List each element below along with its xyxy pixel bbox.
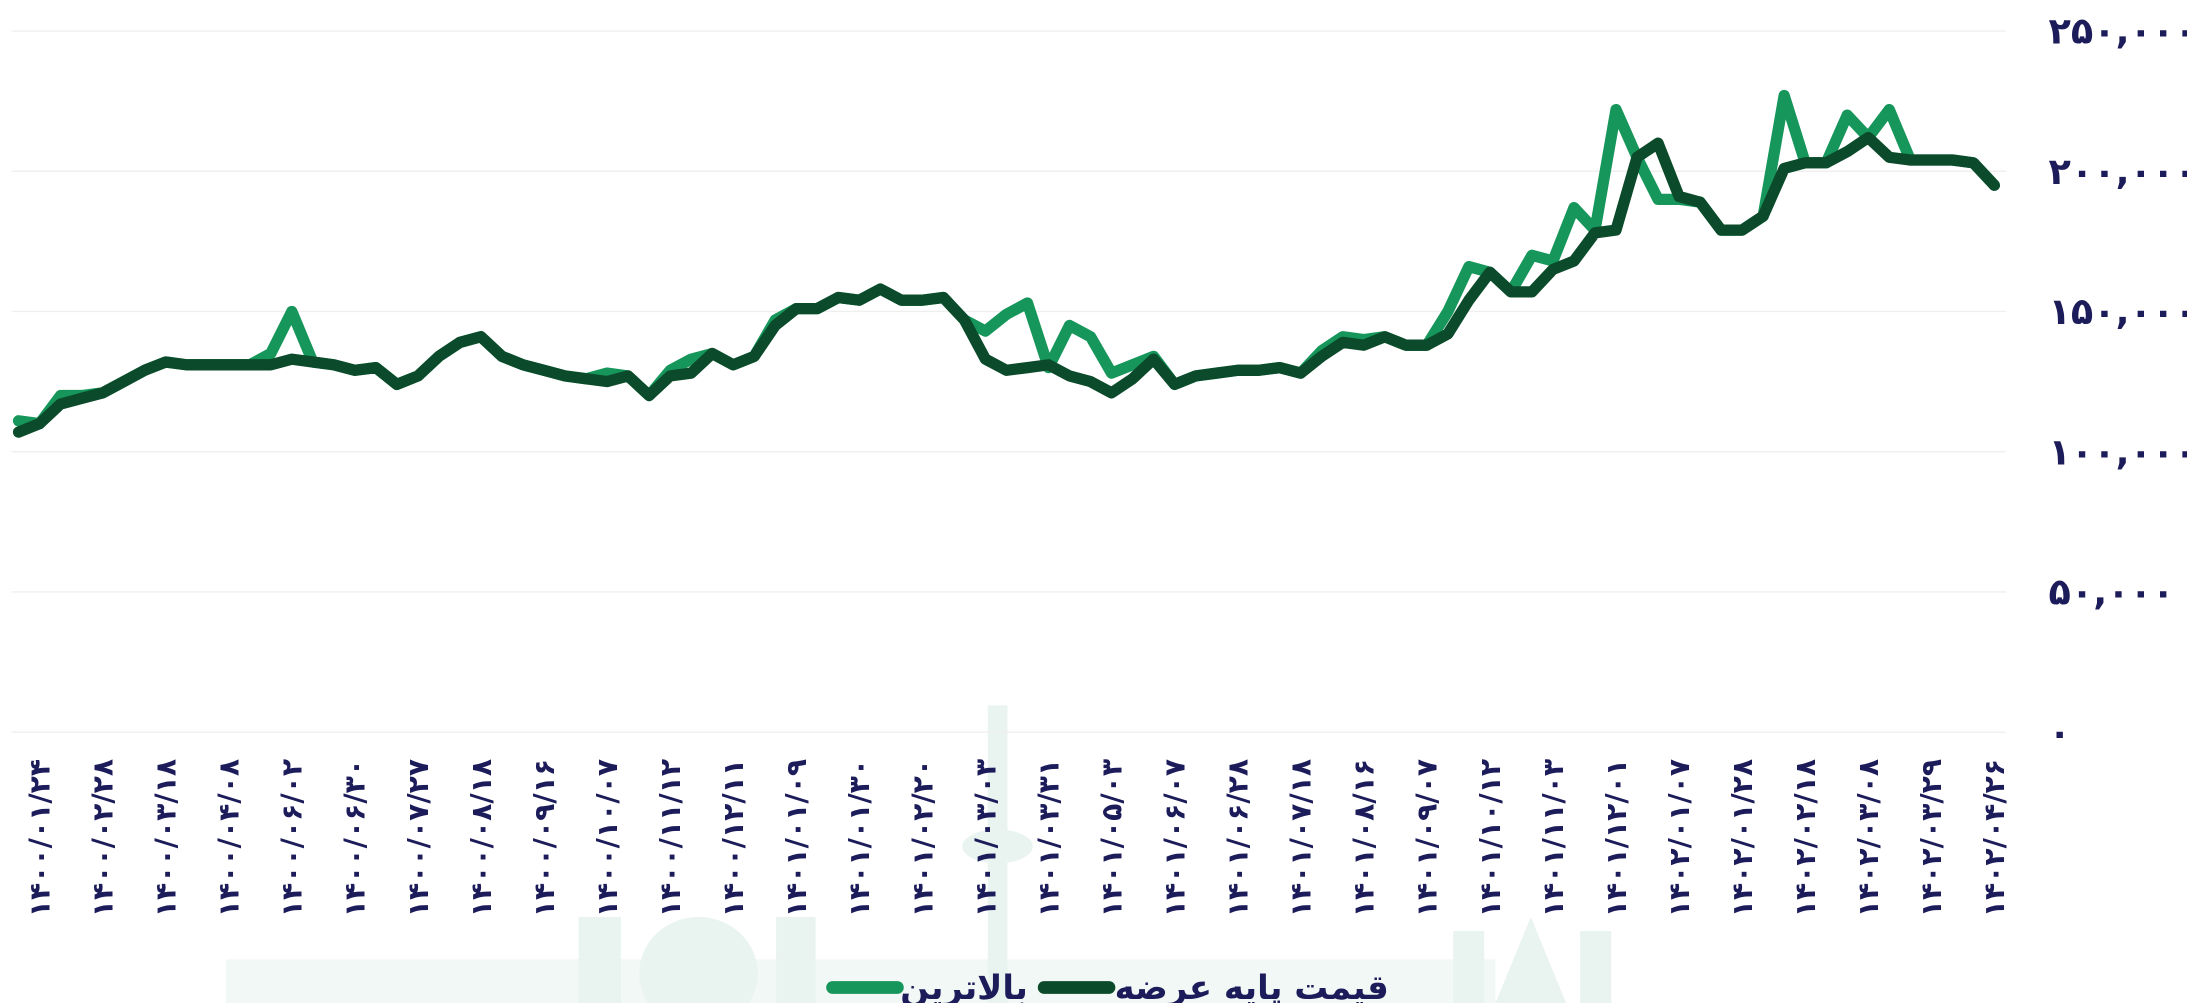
- x-tick-label: ۱۴۰۱/۰۵/۰۳: [1095, 759, 1128, 917]
- x-tick-label: ۱۴۰۱/۰۳/۰۳: [969, 759, 1002, 917]
- x-tick-label: ۱۴۰۰/۰۸/۱۸: [465, 759, 498, 917]
- x-tick-label: ۱۴۰۰/۱۲/۱۱: [717, 759, 750, 917]
- x-tick-label: ۱۴۰۲/۰۴/۲۶: [1978, 759, 2011, 917]
- x-tick-label: ۱۴۰۲/۰۱/۲۸: [1726, 759, 1759, 917]
- x-tick-label: ۱۴۰۱/۰۲/۲۰: [906, 759, 939, 917]
- chart: ۱۴۰۰/۰۱/۲۴ ۱۴۰۰/۰۲/۲۸ ۱۴۰۰/۰۳/۱۸ ۱۴۰۰/۰۴/۰۸…: [0, 0, 2187, 1003]
- x-tick-label: ۱۴۰۰/۱۱/۱۲: [654, 759, 687, 917]
- x-tick-label: ۱۴۰۰/۰۹/۱۶: [528, 759, 561, 917]
- y-tick-label: ۲۵۰,۰۰۰: [2049, 10, 2187, 53]
- x-tick-label: ۱۴۰۲/۰۳/۲۹: [1915, 759, 1948, 917]
- x-tick-label: ۱۴۰۰/۰۶/۳۰: [339, 759, 372, 917]
- y-tick-label: ۰: [2049, 711, 2071, 754]
- x-tick-label: ۱۴۰۱/۰۱/۰۹: [780, 759, 813, 917]
- legend-label: قیمت پایه عرضه: [1115, 968, 1389, 1003]
- x-tick-label: ۱۴۰۱/۰۱/۳۰: [843, 759, 876, 917]
- x-tick-label: ۱۴۰۰/۰۷/۲۷: [402, 759, 435, 917]
- x-tick-label: ۱۴۰۰/۰۳/۱۸: [150, 759, 183, 917]
- x-tick-label: ۱۴۰۱/۰۶/۲۸: [1222, 759, 1255, 917]
- x-tick-label: ۱۴۰۱/۱۲/۰۱: [1600, 759, 1633, 917]
- x-tick-label: ۱۴۰۱/۱۱/۰۳: [1537, 759, 1570, 917]
- x-tick-label: ۱۴۰۲/۰۳/۰۸: [1852, 759, 1885, 917]
- x-tick-label: ۱۴۰۲/۰۲/۱۸: [1789, 759, 1822, 917]
- line-series: [19, 138, 1995, 433]
- x-tick-label: ۱۴۰۲/۰۱/۰۷: [1663, 759, 1696, 917]
- y-tick-label: ۵۰,۰۰۰: [2049, 571, 2175, 614]
- y-axis: ۰ ۵۰,۰۰۰ ۱۰۰,۰۰۰ ۱۵۰,۰۰۰ ۲۰۰,۰۰۰ ۲۵۰,۰۰۰: [2049, 10, 2187, 754]
- x-tick-label: ۱۴۰۰/۰۴/۰۸: [213, 759, 246, 917]
- x-tick-label: ۱۴۰۱/۰۸/۱۶: [1348, 759, 1381, 917]
- grid: [12, 31, 2007, 732]
- y-tick-label: ۱۰۰,۰۰۰: [2049, 430, 2187, 473]
- y-tick-label: ۲۰۰,۰۰۰: [2049, 150, 2187, 193]
- page: ۱۴۰۰/۰۱/۲۴ ۱۴۰۰/۰۲/۲۸ ۱۴۰۰/۰۳/۱۸ ۱۴۰۰/۰۴/۰۸…: [0, 0, 2187, 1003]
- x-tick-label: ۱۴۰۱/۰۷/۱۸: [1285, 759, 1318, 917]
- x-tick-label: ۱۴۰۰/۰۱/۲۴: [23, 759, 56, 917]
- x-tick-label: ۱۴۰۱/۰۳/۳۱: [1032, 759, 1065, 917]
- plot: [19, 96, 1995, 433]
- legend-label: بالاترین: [900, 968, 1028, 1003]
- y-tick-label: ۱۵۰,۰۰۰: [2049, 290, 2187, 333]
- x-tick-label: ۱۴۰۱/۱۰/۱۲: [1474, 759, 1507, 917]
- x-tick-label: ۱۴۰۱/۰۹/۰۷: [1411, 759, 1444, 917]
- x-tick-label: ۱۴۰۱/۰۶/۰۷: [1158, 759, 1191, 917]
- x-tick-label: ۱۴۰۰/۰۶/۰۲: [276, 759, 309, 917]
- x-tick-label: ۱۴۰۰/۰۲/۲۸: [87, 759, 120, 917]
- x-tick-label: ۱۴۰۰/۱۰/۰۷: [591, 759, 624, 917]
